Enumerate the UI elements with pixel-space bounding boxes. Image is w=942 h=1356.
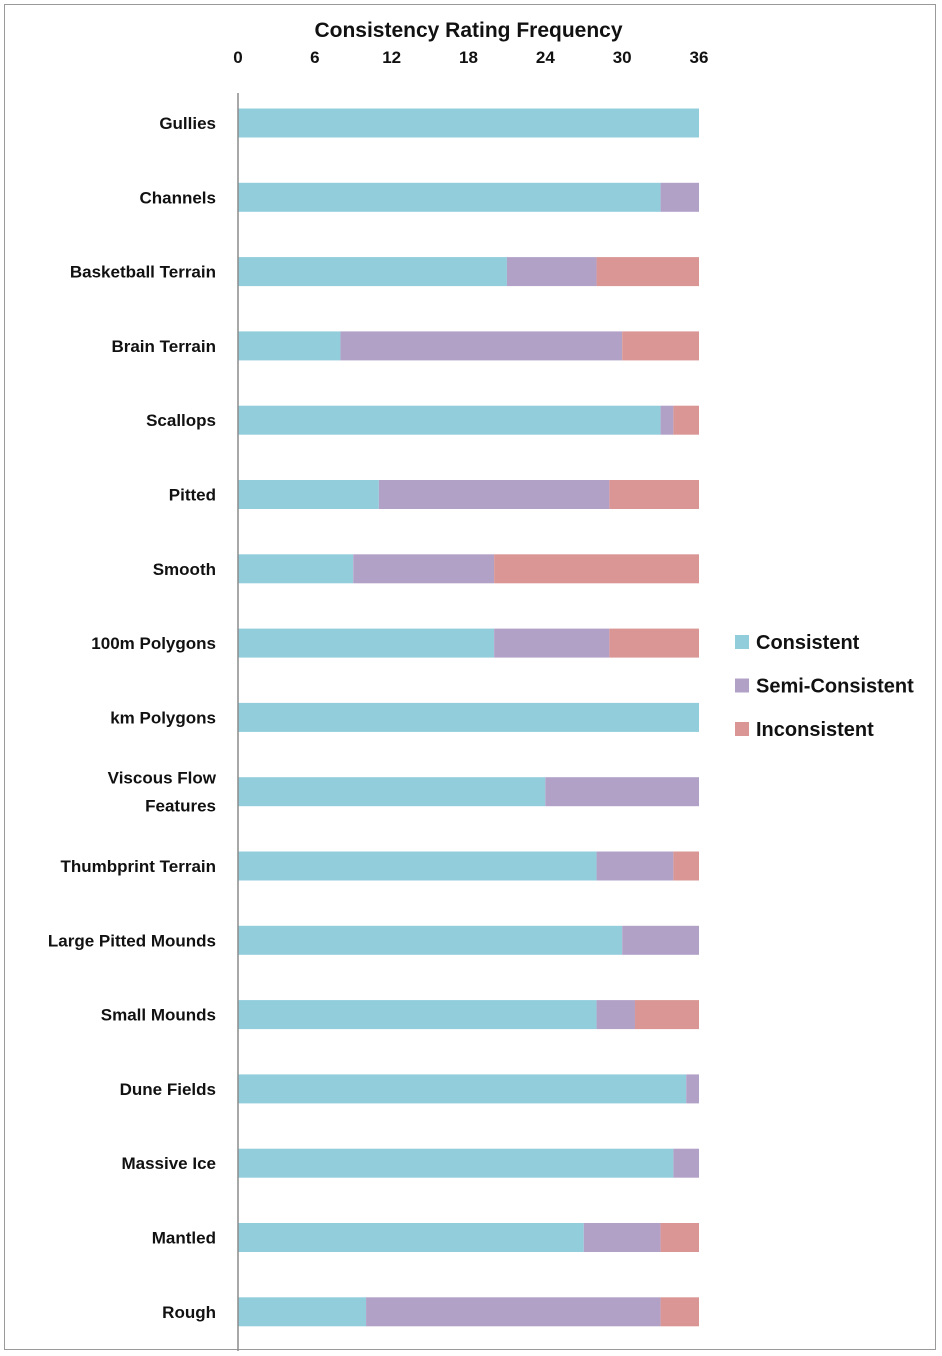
category-label: Rough — [162, 1303, 216, 1322]
bar-segment-semi-consistent — [494, 628, 610, 658]
stacked-bar-chart: Consistency Rating Frequency 0 6 12 18 24 30 3… — [48, 19, 914, 1351]
bar-segment-inconsistent — [596, 257, 699, 287]
bar-segment-semi-consistent — [596, 1000, 635, 1030]
bar-segment-inconsistent — [494, 554, 699, 584]
bar-segment-consistent — [238, 257, 507, 287]
bar-segment-consistent — [238, 925, 623, 955]
bar-segment-consistent — [238, 331, 341, 361]
bar-segment-consistent — [238, 777, 546, 807]
category-label: Pitted — [169, 486, 216, 505]
bar-segment-consistent — [238, 405, 661, 435]
bar-segment-consistent — [238, 1148, 674, 1178]
bar-segment-inconsistent — [622, 331, 699, 361]
bar-segment-consistent — [238, 182, 661, 212]
category-label: Gullies — [159, 114, 216, 133]
bar-segment-consistent — [238, 1223, 584, 1252]
category-label: Smooth — [153, 560, 216, 579]
legend-swatch — [735, 722, 749, 736]
category-label: Basketball Terrain — [70, 263, 216, 282]
x-tick-label: 12 — [382, 48, 401, 67]
bar-segment-semi-consistent — [622, 925, 699, 955]
bar-segment-inconsistent — [673, 851, 699, 881]
chart-frame: Consistency Rating Frequency 0 6 12 18 24 30 3… — [4, 4, 936, 1351]
x-tick-label: 30 — [613, 48, 632, 67]
bar-segment-semi-consistent — [660, 405, 674, 435]
bar-segment-semi-consistent — [353, 554, 495, 584]
category-label: Mantled — [152, 1229, 216, 1248]
bar-segment-semi-consistent — [686, 1074, 699, 1104]
category-label: 100m Polygons — [91, 634, 216, 653]
bars — [238, 108, 699, 1327]
bar-segment-inconsistent — [660, 1223, 699, 1252]
category-label: Massive Ice — [121, 1154, 216, 1173]
bar-segment-inconsistent — [609, 628, 699, 658]
bar-segment-semi-consistent — [340, 331, 623, 361]
bar-segment-consistent — [238, 1000, 597, 1030]
bar-segment-consistent — [238, 108, 699, 138]
bar-segment-consistent — [238, 554, 354, 584]
category-label: Thumbprint Terrain — [60, 857, 216, 876]
category-label: Dune Fields — [120, 1080, 216, 1099]
legend-label: Inconsistent — [756, 719, 874, 741]
bar-segment-semi-consistent — [673, 1148, 699, 1178]
bar-segment-consistent — [238, 1074, 687, 1104]
bar-segment-semi-consistent — [366, 1297, 661, 1327]
bar-segment-consistent — [238, 628, 495, 658]
category-label: Channels — [139, 188, 216, 207]
bar-segment-inconsistent — [609, 480, 699, 509]
bar-segment-semi-consistent — [378, 480, 610, 509]
bar-segment-semi-consistent — [545, 777, 699, 807]
legend-label: Semi-Consistent — [756, 676, 914, 698]
x-tick-label: 24 — [536, 48, 555, 67]
x-tick-label: 36 — [690, 48, 709, 67]
x-axis-ticks: 0 6 12 18 24 30 36 — [233, 48, 708, 67]
category-label: Large Pitted Mounds — [48, 931, 216, 950]
bar-segment-consistent — [238, 1297, 367, 1327]
category-labels: Gullies Channels Basketball Terrain Brain T… — [48, 114, 217, 1322]
bar-segment-semi-consistent — [596, 851, 674, 881]
legend: Consistent Semi-Consistent Inconsistent — [735, 632, 914, 741]
category-label: Scallops — [146, 411, 216, 430]
bar-segment-inconsistent — [660, 1297, 699, 1327]
category-label: km Polygons — [110, 708, 216, 727]
x-tick-label: 18 — [459, 48, 478, 67]
bar-segment-semi-consistent — [583, 1223, 661, 1252]
legend-label: Consistent — [756, 632, 860, 654]
legend-swatch — [735, 678, 749, 693]
category-label: Viscous Flow Features — [108, 769, 217, 816]
legend-swatch — [735, 635, 749, 649]
category-label: Brain Terrain — [111, 337, 216, 356]
bar-segment-semi-consistent — [506, 257, 597, 287]
axis-title: Consistency Rating Frequency — [314, 19, 622, 42]
bar-segment-consistent — [238, 851, 597, 881]
x-tick-label: 6 — [310, 48, 319, 67]
x-tick-label: 0 — [233, 48, 242, 67]
bar-segment-consistent — [238, 480, 379, 509]
bar-segment-inconsistent — [634, 1000, 699, 1030]
category-label: Small Mounds — [101, 1006, 216, 1025]
bar-segment-inconsistent — [673, 405, 699, 435]
bar-segment-consistent — [238, 702, 699, 732]
bar-segment-semi-consistent — [660, 182, 699, 212]
